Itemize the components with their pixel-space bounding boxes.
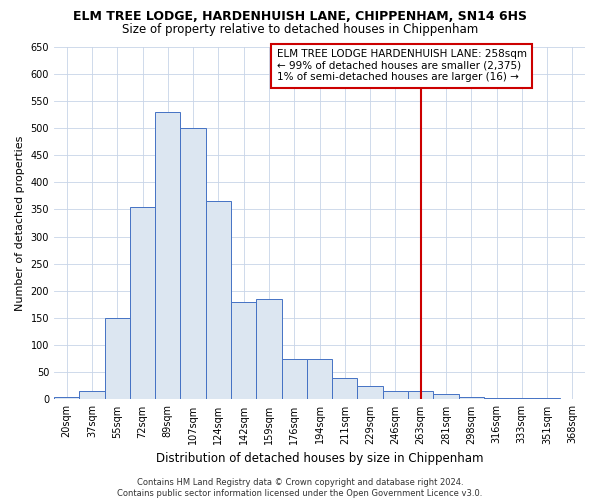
- Bar: [104, 318, 130, 400]
- Bar: [433, 394, 458, 400]
- Text: ELM TREE LODGE HARDENHUISH LANE: 258sqm
← 99% of detached houses are smaller (2,: ELM TREE LODGE HARDENHUISH LANE: 258sqm …: [277, 49, 527, 82]
- Bar: [281, 358, 307, 400]
- X-axis label: Distribution of detached houses by size in Chippenham: Distribution of detached houses by size …: [156, 452, 483, 465]
- Bar: [231, 302, 256, 400]
- Bar: [130, 206, 155, 400]
- Y-axis label: Number of detached properties: Number of detached properties: [15, 136, 25, 310]
- Bar: [155, 112, 181, 400]
- Bar: [206, 201, 231, 400]
- Bar: [560, 399, 585, 400]
- Text: Contains HM Land Registry data © Crown copyright and database right 2024.
Contai: Contains HM Land Registry data © Crown c…: [118, 478, 482, 498]
- Text: Size of property relative to detached houses in Chippenham: Size of property relative to detached ho…: [122, 22, 478, 36]
- Bar: [408, 392, 433, 400]
- Bar: [79, 392, 104, 400]
- Text: ELM TREE LODGE, HARDENHUISH LANE, CHIPPENHAM, SN14 6HS: ELM TREE LODGE, HARDENHUISH LANE, CHIPPE…: [73, 10, 527, 23]
- Bar: [484, 398, 509, 400]
- Bar: [307, 358, 332, 400]
- Bar: [256, 299, 281, 400]
- Bar: [332, 378, 358, 400]
- Bar: [358, 386, 383, 400]
- Bar: [535, 398, 560, 400]
- Bar: [383, 392, 408, 400]
- Bar: [458, 396, 484, 400]
- Bar: [181, 128, 206, 400]
- Bar: [509, 398, 535, 400]
- Bar: [54, 398, 79, 400]
